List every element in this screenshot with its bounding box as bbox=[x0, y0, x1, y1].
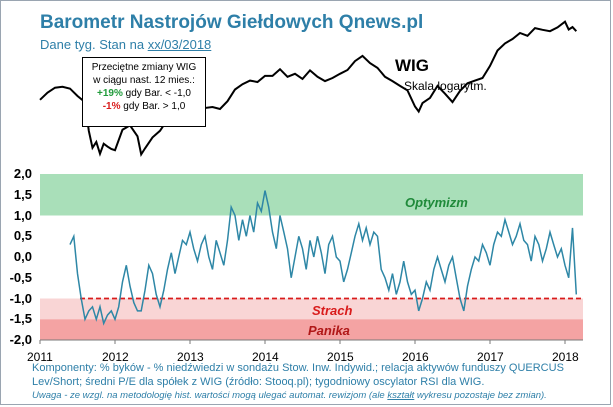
x-tick-marks bbox=[39, 340, 566, 344]
zone-label-panic: Panika bbox=[308, 323, 350, 338]
y-tick-label: 0,5 bbox=[13, 228, 32, 244]
footer-components: Komponenty: % byków - % niedźwiedzi w so… bbox=[32, 362, 564, 388]
barometer-line bbox=[69, 190, 578, 326]
x-tick-label: 2015 bbox=[327, 350, 354, 364]
x-tick-label: 2016 bbox=[402, 350, 429, 364]
legend-line2: w ciągu nast. 12 mies.: bbox=[93, 75, 195, 86]
chart-title: Barometr Nastrojów Giełdowych Qnews.pl bbox=[40, 12, 424, 33]
footer-note: Uwaga - ze wzgl. na metodologię hist. wa… bbox=[32, 390, 607, 401]
x-tick-label: 2014 bbox=[252, 350, 279, 364]
y-tick-label: 2,0 bbox=[13, 166, 32, 181]
y-tick-label: 1,5 bbox=[13, 186, 32, 202]
zone-label-optimism: Optymizm bbox=[405, 195, 468, 210]
wig-label: WIG bbox=[395, 56, 429, 75]
band-fear bbox=[40, 298, 583, 320]
wig-line bbox=[39, 20, 578, 158]
footer-note-prefix: Uwaga - ze wzgl. na metodologię hist. wa… bbox=[32, 390, 388, 401]
y-tick-label: 1,0 bbox=[13, 207, 32, 223]
subtitle-prefix: Dane tyg. Stan na bbox=[40, 37, 148, 52]
band-optimism bbox=[40, 174, 583, 216]
footer-note-suffix: wykresu pozostaje bez zmian). bbox=[414, 390, 547, 401]
x-tick-label: 2018 bbox=[552, 350, 579, 364]
y-tick-label: -1,0 bbox=[9, 290, 32, 306]
legend-neg-text: gdy Bar. > 1,0 bbox=[120, 101, 186, 112]
footer-note-underlined: kształt bbox=[387, 390, 415, 401]
legend-pos-text: gdy Bar. < -1,0 bbox=[122, 88, 191, 99]
legend-pos-value: +19% bbox=[97, 88, 123, 99]
x-tick-label: 2013 bbox=[177, 350, 204, 364]
y-tick-label: -1,5 bbox=[9, 311, 32, 327]
chart-subtitle: Dane tyg. Stan na xx/03/2018 bbox=[40, 37, 211, 52]
legend-box: Przeciętne zmiany WIG w ciągu nast. 12 m… bbox=[82, 57, 206, 127]
x-tick-label: 2017 bbox=[477, 350, 504, 364]
y-tick-label: 0,0 bbox=[13, 249, 32, 264]
wig-scale-label: Skala logarytm. bbox=[404, 79, 487, 93]
y-tick-label: -2,0 bbox=[9, 332, 32, 347]
band-panic bbox=[40, 319, 583, 340]
x-tick-label: 2011 bbox=[27, 350, 53, 364]
legend-neg-value: -1% bbox=[102, 101, 121, 112]
x-tick-label: 2012 bbox=[102, 350, 129, 364]
legend-line1: Przeciętne zmiany WIG bbox=[91, 62, 197, 73]
subtitle-date: xx/03/2018 bbox=[147, 37, 212, 52]
zone-label-fear: Strach bbox=[312, 303, 353, 318]
legend-neg-row: -1% gdy Bar. > 1,0 bbox=[87, 100, 201, 113]
legend-pos-row: +19% gdy Bar. < -1,0 bbox=[87, 87, 201, 100]
y-tick-label: -0,5 bbox=[9, 269, 32, 285]
